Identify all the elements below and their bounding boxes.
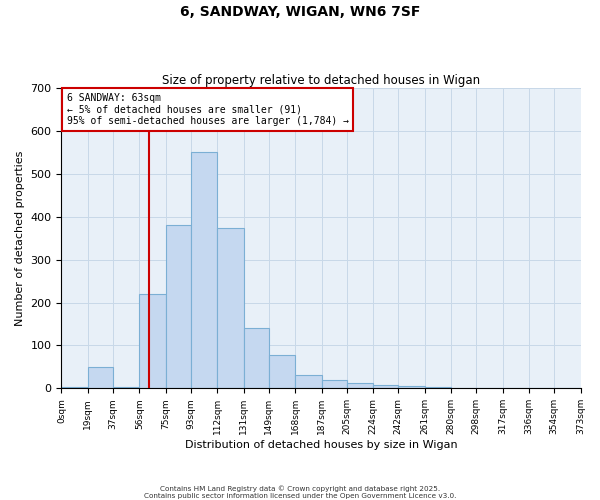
Bar (113, 387, 139, 388)
Text: Contains HM Land Registry data © Crown copyright and database right 2025.
Contai: Contains HM Land Registry data © Crown c… (144, 486, 456, 499)
Title: Size of property relative to detached houses in Wigan: Size of property relative to detached ho… (162, 74, 480, 87)
Bar (217, 228, 244, 388)
Bar (347, 383, 373, 388)
Bar (269, 355, 295, 388)
Text: 6 SANDWAY: 63sqm
← 5% of detached houses are smaller (91)
95% of semi-detached h: 6 SANDWAY: 63sqm ← 5% of detached houses… (67, 92, 349, 126)
Bar (398, 386, 425, 388)
Bar (322, 380, 347, 388)
Bar (191, 152, 217, 388)
Bar (166, 226, 191, 388)
Bar (373, 385, 398, 388)
Bar (88, 367, 113, 388)
Y-axis label: Number of detached properties: Number of detached properties (15, 150, 25, 326)
Bar (295, 374, 322, 388)
Text: 6, SANDWAY, WIGAN, WN6 7SF: 6, SANDWAY, WIGAN, WN6 7SF (180, 5, 420, 19)
Bar (139, 294, 166, 388)
X-axis label: Distribution of detached houses by size in Wigan: Distribution of detached houses by size … (185, 440, 457, 450)
Bar (244, 328, 269, 388)
